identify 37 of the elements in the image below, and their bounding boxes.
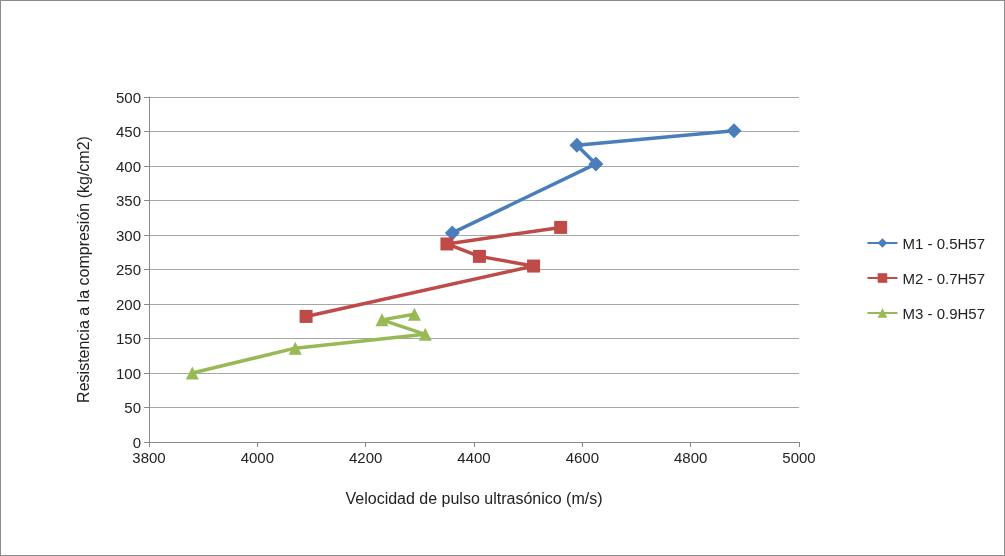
y-tick-label: 200 (115, 295, 141, 313)
point (288, 341, 302, 355)
point (185, 366, 199, 380)
y-tick-label: 250 (115, 261, 141, 278)
y-tick-label: 150 (115, 330, 141, 347)
point (375, 313, 389, 327)
x-tick-label: 4400 (457, 449, 491, 466)
y-tick-label: 450 (115, 123, 141, 140)
y-tick-label: 500 (115, 88, 141, 106)
y-tick-label: 100 (115, 364, 141, 382)
point (444, 225, 460, 241)
y-tick-label: 50 (124, 399, 141, 416)
x-tick-label: 4000 (240, 449, 275, 466)
point (569, 137, 585, 153)
point (440, 237, 454, 251)
y-tick-label: 0 (132, 433, 141, 451)
y-axis-title: Resistencia a la compresión (kg/cm2) (74, 136, 92, 403)
point (472, 249, 486, 263)
y-tick-label: 300 (115, 226, 141, 244)
point (554, 220, 568, 234)
x-tick-label: 4200 (348, 449, 383, 466)
point (407, 307, 421, 321)
x-tick-label: 3800 (132, 449, 166, 466)
point (418, 327, 432, 341)
y-tick-label: 400 (115, 157, 141, 175)
point (726, 123, 742, 139)
legend-label: M1 - 0.5H57 (902, 234, 986, 252)
x-axis-title: Velocidad de pulso ultrasónico (m/s) (345, 489, 603, 507)
point (588, 156, 604, 172)
point (527, 259, 541, 273)
x-tick-label: 5000 (782, 449, 816, 466)
legend-label: M3 - 0.9H57 (902, 304, 986, 322)
y-tick-label: 350 (115, 192, 141, 209)
legend-label: M2 - 0.7H57 (902, 269, 986, 287)
x-tick-label: 4600 (565, 449, 600, 466)
point (299, 309, 313, 323)
x-tick-label: 4800 (673, 449, 708, 466)
